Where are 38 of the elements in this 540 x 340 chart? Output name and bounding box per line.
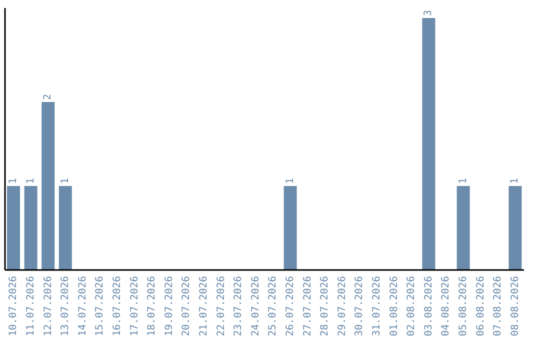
x-tick-label: 31.07.2026 xyxy=(371,276,382,336)
x-tick-label: 19.07.2026 xyxy=(164,276,175,336)
data-label: 1 xyxy=(458,178,469,184)
x-tick-label: 01.08.2026 xyxy=(388,276,400,336)
data-label: 1 xyxy=(510,178,521,184)
data-label: 1 xyxy=(60,178,71,184)
x-tick-label: 10.07.2026 xyxy=(8,276,20,336)
data-label: 2 xyxy=(42,94,54,100)
x-tick-label: 27.07.2026 xyxy=(302,276,314,336)
x-tick-label: 23.07.2026 xyxy=(233,276,244,336)
x-tick-label: 22.07.2026 xyxy=(216,276,227,336)
x-tick-label: 18.07.2026 xyxy=(146,276,158,336)
x-tick-label: 08.08.2026 xyxy=(510,276,521,336)
x-tick-label: 20.07.2026 xyxy=(181,276,192,336)
x-tick-label: 06.08.2026 xyxy=(475,276,486,336)
x-tick-label: 21.07.2026 xyxy=(198,276,210,336)
x-tick-label: 12.07.2026 xyxy=(42,276,54,336)
x-tick-label: 13.07.2026 xyxy=(60,276,72,336)
x-tick-label: 16.07.2026 xyxy=(112,276,123,336)
data-label: 1 xyxy=(284,178,296,184)
data-label: 1 xyxy=(25,178,36,184)
x-tick-label: 07.08.2026 xyxy=(492,276,504,336)
x-tick-label: 24.07.2026 xyxy=(250,276,262,336)
x-tick-label: 11.07.2026 xyxy=(25,276,36,336)
x-tick-label: 03.08.2026 xyxy=(423,276,434,336)
x-tick-label: 17.07.2026 xyxy=(129,276,140,336)
x-tick-label: 25.07.2026 xyxy=(268,276,279,336)
x-tick-label: 15.07.2026 xyxy=(94,276,106,336)
x-tick-label: 28.07.2026 xyxy=(320,276,331,336)
x-tick-label: 05.08.2026 xyxy=(458,276,469,336)
x-tick-label: 02.08.2026 xyxy=(406,276,418,336)
x-tick-label: 14.07.2026 xyxy=(77,276,88,336)
x-tick-label: 26.07.2026 xyxy=(284,276,296,336)
x-tick-label: 29.07.2026 xyxy=(336,276,348,336)
x-tick-label: 30.07.2026 xyxy=(354,276,366,336)
data-label: 3 xyxy=(423,10,434,16)
x-tick-label: 04.08.2026 xyxy=(440,276,452,336)
data-label: 1 xyxy=(8,178,19,184)
